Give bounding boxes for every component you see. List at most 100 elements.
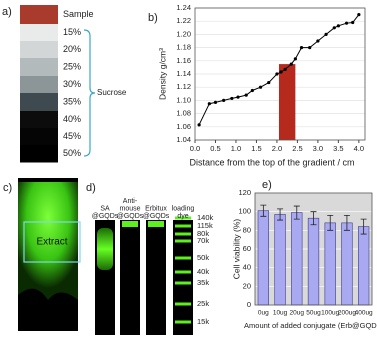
y-tick-label: 1.04 <box>176 135 191 144</box>
plot-frame <box>194 7 366 141</box>
data-point <box>275 72 279 76</box>
y-tick-label: 60 <box>243 244 251 253</box>
y-tick-label: 1.12 <box>176 82 191 91</box>
x-tick-label: 0.0 <box>190 144 200 153</box>
x-tick-label: 200ug <box>338 310 356 317</box>
marker-band <box>175 256 191 260</box>
marker-band <box>175 302 191 306</box>
y-tick-label: 80 <box>243 225 251 234</box>
panel-label: d) <box>86 182 96 194</box>
marker-band <box>175 232 191 236</box>
gradient-stack <box>20 5 58 163</box>
y-tick-label: 1.22 <box>176 16 191 25</box>
x-tick-label: 1.0 <box>231 144 241 153</box>
x-tick-label: 400ug <box>355 310 373 317</box>
data-point <box>293 57 297 61</box>
lane-band <box>97 228 113 270</box>
data-point <box>236 95 240 99</box>
data-point <box>258 85 263 89</box>
layer <box>20 76 58 94</box>
lane-label: Erbitux <box>145 205 167 212</box>
layer <box>20 41 58 59</box>
data-point <box>207 102 211 106</box>
panel-label: e) <box>262 179 272 191</box>
lane <box>146 220 166 335</box>
panel-label: c) <box>3 182 12 194</box>
lane-label: loading <box>172 205 195 212</box>
layer-label: 35% <box>63 96 81 106</box>
y-tick-label: 1.10 <box>176 95 191 104</box>
data-point <box>336 24 340 28</box>
marker-label: 115k <box>197 221 213 230</box>
marker-label: 80k <box>197 229 209 238</box>
marker-label: 140k <box>197 213 214 222</box>
bracket <box>83 29 96 157</box>
layer-label: 30% <box>63 79 81 89</box>
layer <box>20 128 58 146</box>
x-tick-label: 0.5 <box>210 144 220 153</box>
y-tick-label: 0 <box>247 300 251 309</box>
x-tick-label: 2.0 <box>272 144 282 153</box>
extract-box <box>23 221 81 263</box>
layer-label: 15% <box>63 27 81 37</box>
x-tick-label: 50ug <box>306 310 321 317</box>
layer-label: 20% <box>63 44 81 54</box>
data-point <box>289 62 293 66</box>
lane-label: @GQDs <box>143 213 170 220</box>
x-tick-label: 3.5 <box>333 144 343 153</box>
x-tick-label: 10ug <box>273 310 288 317</box>
y-tick-label: 1.24 <box>176 3 191 12</box>
box-label: Extract <box>36 237 67 248</box>
x-axis-label: Amount of added conjugate (Erb@GQDs) <box>244 321 377 330</box>
marker-label: 15k <box>197 317 209 326</box>
data-point <box>332 26 336 30</box>
bar <box>341 222 353 306</box>
layer <box>20 58 58 77</box>
layer-label: 40% <box>63 114 81 124</box>
x-tick-label: 1.5 <box>251 144 261 153</box>
data-point <box>267 80 271 85</box>
data-point <box>197 123 201 127</box>
layer-label: 25% <box>63 61 81 71</box>
marker-label: 35k <box>197 278 209 287</box>
error-bar <box>293 205 300 220</box>
data-point <box>250 88 254 93</box>
plot-frame <box>254 192 373 306</box>
bar <box>274 214 286 306</box>
bracket-label: Sucrose <box>97 88 127 97</box>
error-bar <box>343 215 350 231</box>
lane-band <box>148 221 164 227</box>
data-point <box>213 100 218 104</box>
marker-band <box>175 224 191 228</box>
data-point <box>283 67 287 71</box>
marker-band <box>175 320 191 324</box>
marker-label: 40k <box>197 267 209 276</box>
marker-label: 50k <box>197 253 209 262</box>
data-point <box>351 20 355 25</box>
lane-label: @GQDs <box>117 213 144 220</box>
bar <box>257 210 270 306</box>
layer <box>20 93 58 112</box>
marker-band <box>175 239 191 243</box>
layer <box>20 24 58 42</box>
y-tick-label: 1.14 <box>176 69 191 78</box>
x-tick-label: 2.5 <box>292 144 302 153</box>
y-tick-label: 1.06 <box>176 122 191 131</box>
marker-label: 25k <box>197 299 209 308</box>
x-axis-label: Distance from the top of the gradient / … <box>189 157 354 167</box>
error-bar <box>260 204 267 217</box>
gel-lanes <box>95 216 193 335</box>
error-bar <box>310 211 317 226</box>
marker-band <box>175 216 191 220</box>
error-bar <box>360 218 367 235</box>
y-tick-label: 1.08 <box>176 109 191 118</box>
y-tick-label: 100 <box>238 207 251 216</box>
error-bar <box>277 208 284 221</box>
layer-label: Sample <box>63 9 94 19</box>
marker-band <box>175 281 191 285</box>
data-point <box>344 21 349 25</box>
bar <box>357 226 370 306</box>
bar <box>291 212 303 306</box>
lane <box>120 220 140 335</box>
